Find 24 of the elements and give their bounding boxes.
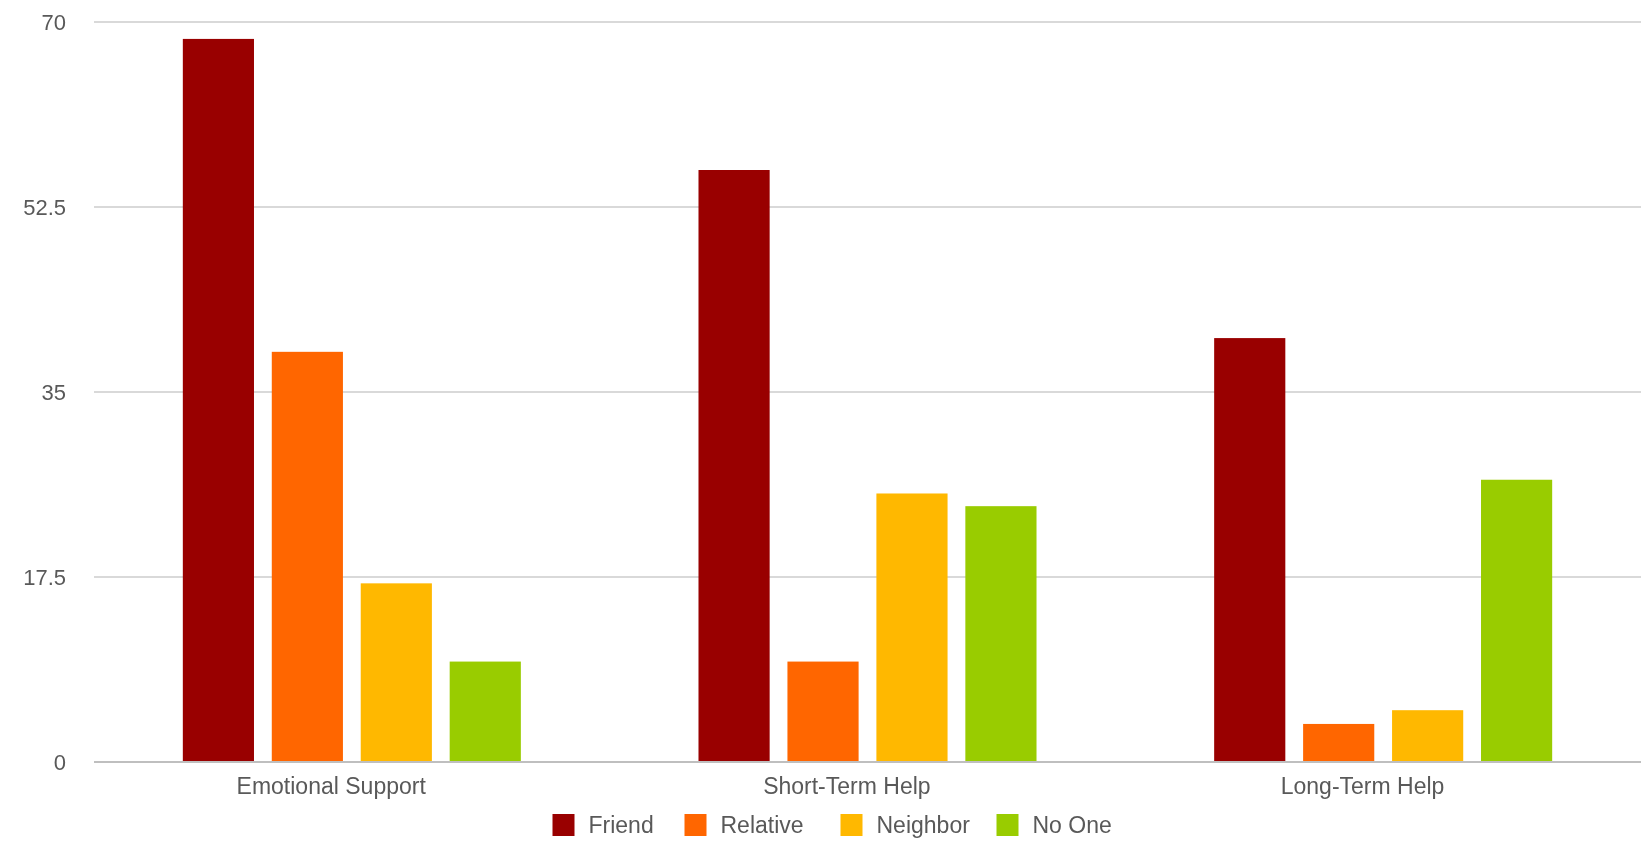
x-tick-label: Emotional Support [236, 773, 427, 799]
y-tick-label: 52.5 [23, 194, 66, 220]
bar [698, 170, 770, 762]
x-tick-label: Long-Term Help [1280, 773, 1445, 799]
bar [1392, 710, 1464, 762]
y-tick-label: 70 [41, 9, 66, 35]
bar [876, 493, 948, 762]
legend-label: Neighbor [876, 812, 971, 839]
legend-label: No One [1032, 812, 1112, 839]
x-tick-label: Short-Term Help [763, 773, 931, 799]
bar [1303, 723, 1375, 762]
y-tick-label: 0 [53, 749, 66, 775]
legend-label: Friend [588, 812, 654, 839]
bar [787, 661, 859, 762]
bar [182, 38, 254, 762]
bar [449, 661, 521, 762]
bar [360, 583, 432, 762]
bar [1481, 479, 1553, 762]
legend-label: Relative [720, 812, 804, 839]
bar [965, 506, 1037, 762]
bar [271, 351, 343, 762]
y-tick-label: 17.5 [23, 564, 66, 590]
y-tick-label: 35 [41, 379, 66, 405]
bar [1214, 338, 1286, 762]
